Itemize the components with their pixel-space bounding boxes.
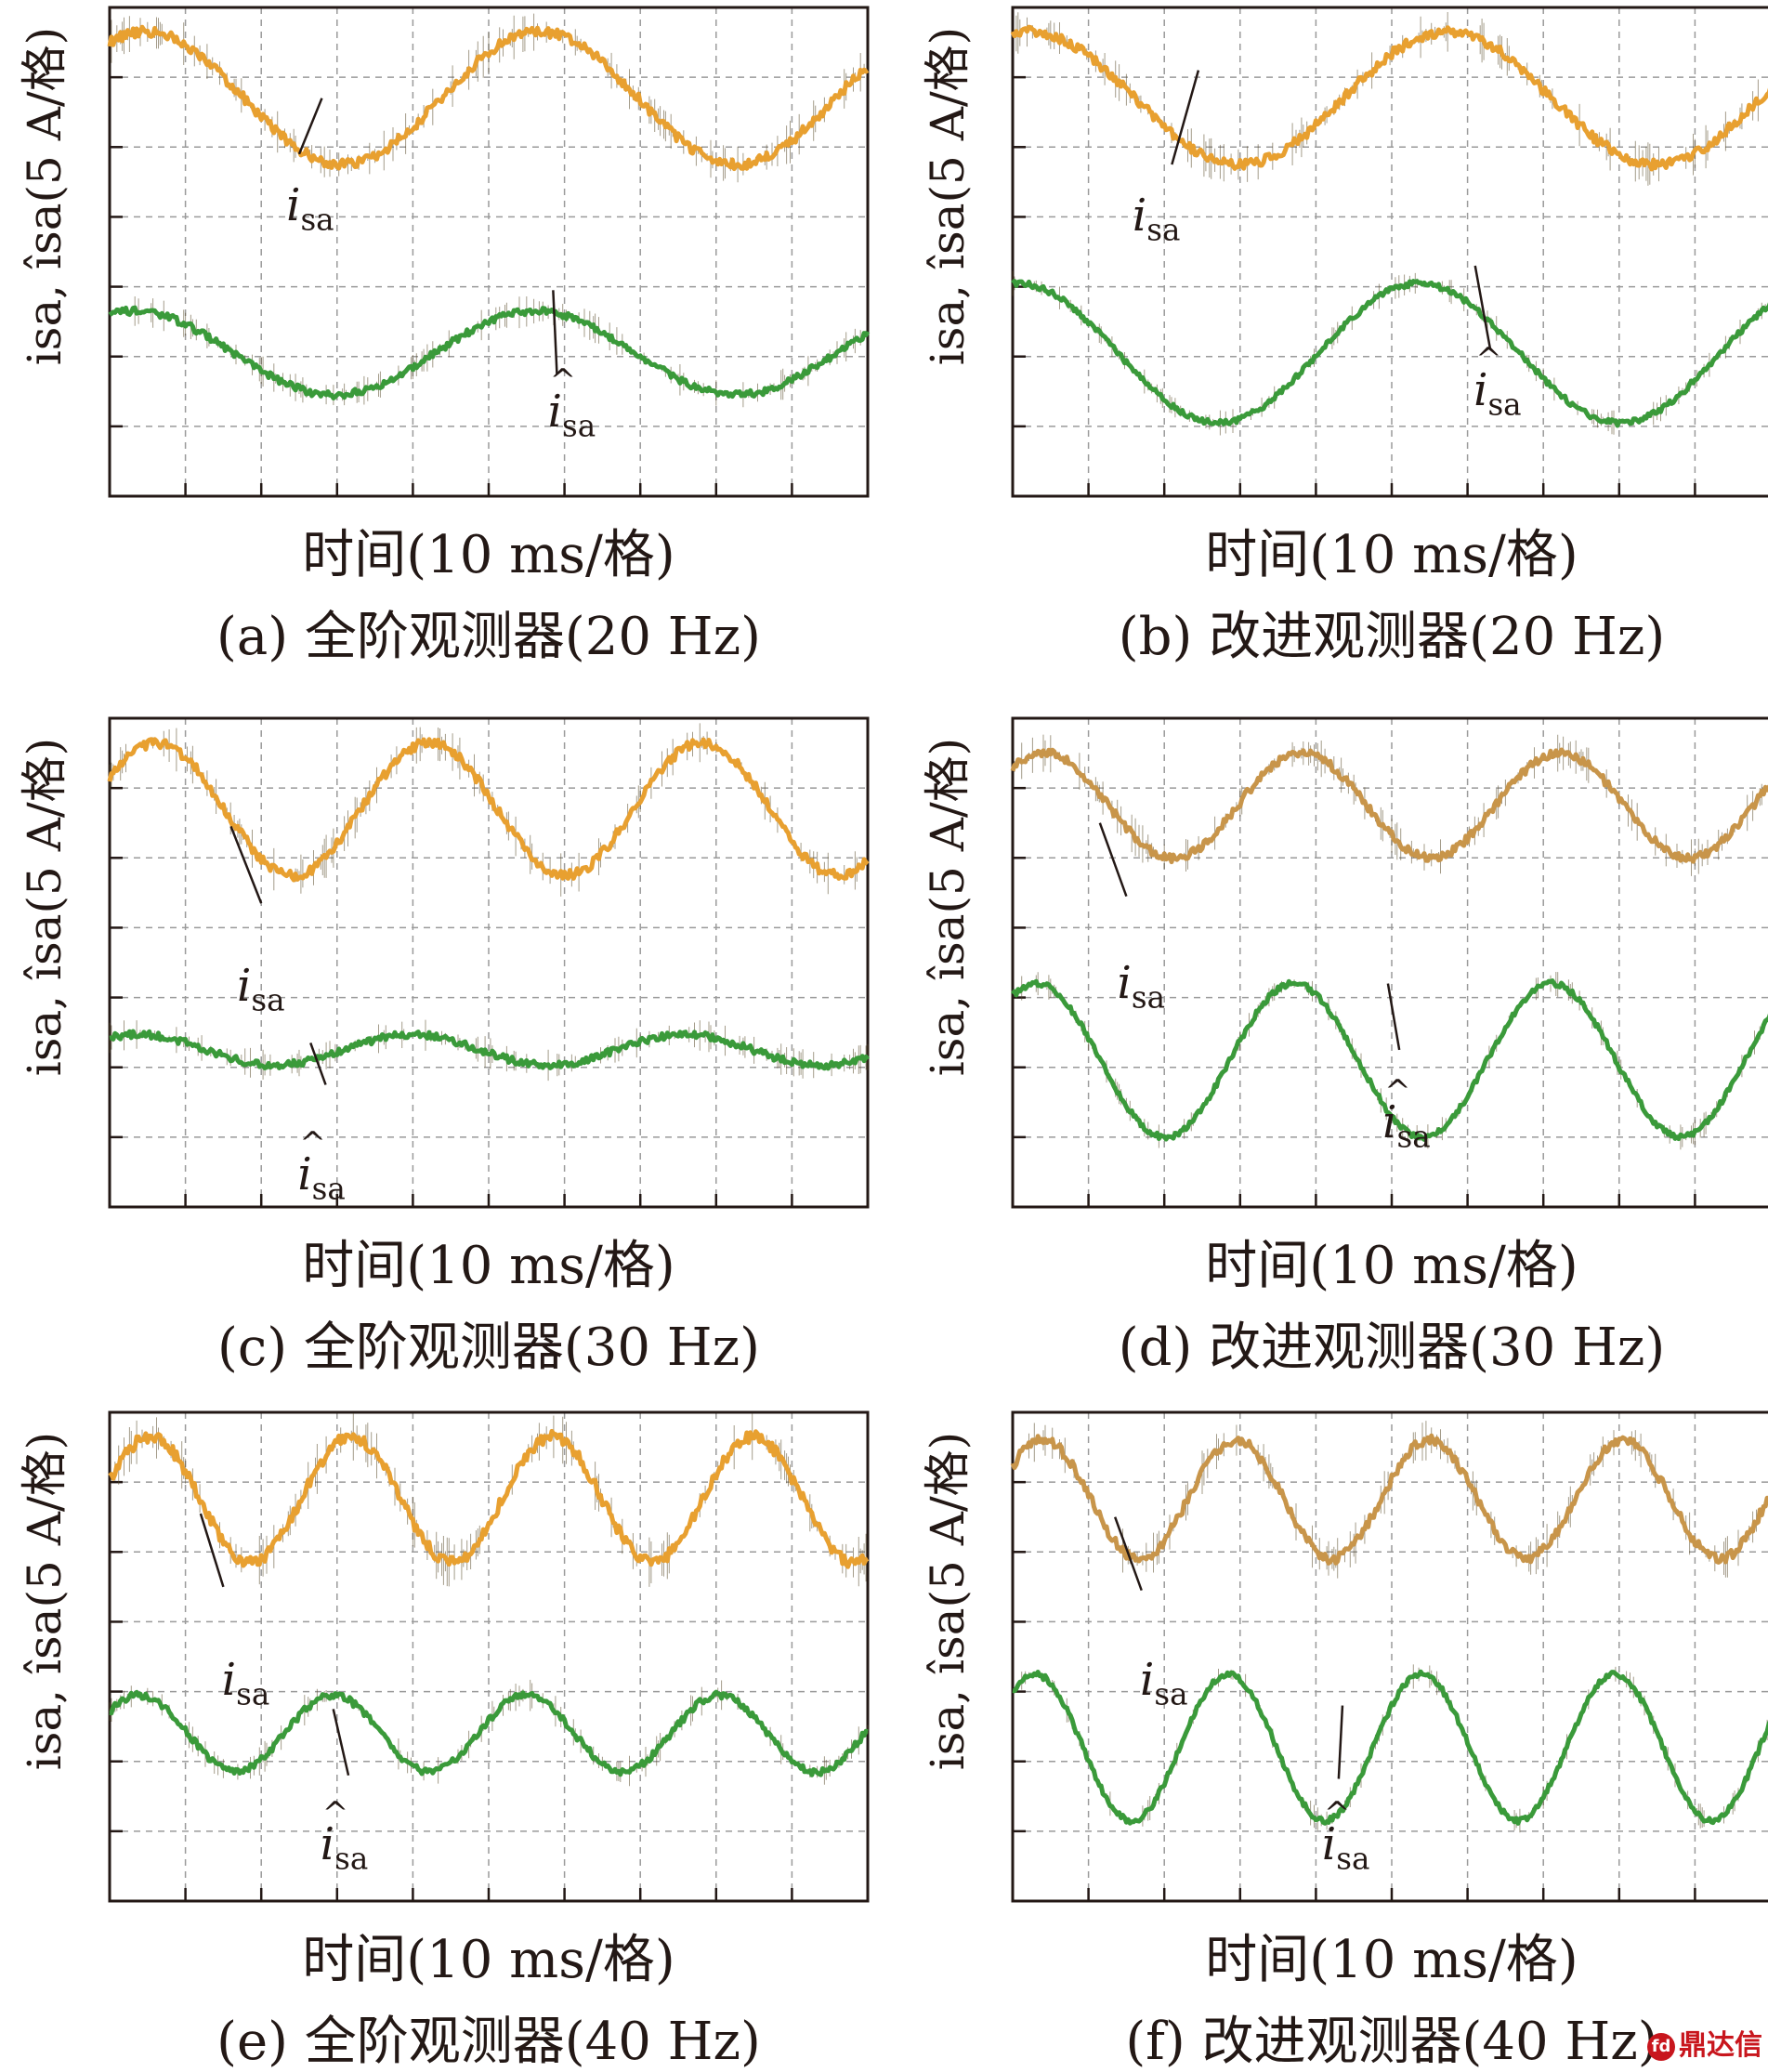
estimated-current-label: isa	[297, 1128, 346, 1207]
label-symbol: i	[548, 365, 577, 434]
label-symbol: i	[237, 960, 252, 1013]
series-1-line	[1011, 279, 1768, 428]
label-subscript: sa	[1487, 387, 1522, 423]
label-subscript: sa	[251, 982, 285, 1018]
panel-caption: (a) 全阶观测器(20 Hz)	[216, 607, 761, 667]
series-0-noise	[1014, 734, 1762, 876]
label-symbol: i	[1382, 1076, 1411, 1145]
series-1-line	[108, 305, 871, 400]
label-symbol: i	[321, 1798, 349, 1867]
label-subscript: sa	[300, 202, 334, 238]
panel-f-plot	[1010, 1410, 1768, 1903]
label-symbol: i	[1473, 344, 1502, 413]
measured-current-label: isa	[286, 183, 334, 235]
series-0-line	[1010, 1433, 1768, 1566]
label-pointer	[1171, 70, 1200, 165]
panel-caption: (f) 改进观测器(40 Hz)	[1125, 2012, 1658, 2072]
label-pointer	[552, 290, 558, 374]
label-subscript: sa	[1396, 1119, 1431, 1155]
label-pointer	[1113, 1516, 1143, 1592]
label-pointer	[309, 1042, 327, 1085]
x-axis-label: 时间(10 ms/格)	[1205, 1930, 1578, 1990]
y-axis-label: isa, îsa(5 A/格)	[921, 1431, 975, 1771]
panel-caption: (e) 全阶观测器(40 Hz)	[216, 2012, 761, 2072]
label-subscript: sa	[1154, 1676, 1188, 1712]
label-pointer	[332, 1709, 350, 1777]
label-subscript: sa	[236, 1676, 270, 1712]
series-0-line	[1010, 747, 1768, 865]
measured-current-label: isa	[1118, 961, 1166, 1013]
panel-caption: (d) 改进观测器(30 Hz)	[1118, 1318, 1666, 1378]
watermark: fd 鼎达信	[1647, 2022, 1762, 2063]
estimated-current-label: isa	[321, 1798, 369, 1877]
label-pointer	[1473, 265, 1492, 350]
series-0-noise	[1028, 1421, 1757, 1579]
series-0-line	[108, 1428, 870, 1569]
panel-a-plot	[107, 6, 871, 498]
label-pointer	[1386, 983, 1401, 1051]
plot-frame	[1011, 716, 1768, 1209]
label-symbol: i	[1117, 956, 1132, 1009]
series-0-line	[107, 24, 870, 172]
y-axis-label: isa, îsa(5 A/格)	[18, 737, 72, 1077]
series-1-line	[1012, 1669, 1768, 1826]
label-pointer	[199, 1513, 225, 1588]
x-axis-label: 时间(10 ms/格)	[1205, 525, 1578, 585]
label-symbol: i	[1140, 1654, 1155, 1707]
measured-current-label: isa	[1140, 1658, 1188, 1710]
label-symbol: i	[221, 1654, 237, 1707]
panel-caption: (b) 改进观测器(20 Hz)	[1118, 607, 1666, 667]
estimated-current-label: isa	[1322, 1798, 1370, 1877]
panel-d-plot	[1010, 716, 1768, 1209]
watermark-logo-icon: fd	[1647, 2032, 1675, 2061]
y-axis-label: isa, îsa(5 A/格)	[921, 26, 975, 366]
panel-e-plot	[108, 1410, 870, 1903]
x-axis-label: 时间(10 ms/格)	[302, 525, 675, 585]
plot-frame	[108, 6, 870, 498]
label-subscript: sa	[561, 408, 596, 444]
label-symbol: i	[1132, 190, 1147, 243]
label-subscript: sa	[1131, 979, 1166, 1016]
label-symbol: i	[1322, 1798, 1351, 1867]
series-1-line	[109, 1689, 869, 1777]
panel-c-plot	[107, 716, 871, 1209]
series-1-noise	[1021, 1664, 1768, 1833]
plot-frame	[108, 716, 870, 1209]
plot-frame	[1011, 6, 1768, 498]
label-pointer	[1337, 1705, 1344, 1779]
y-axis-label: isa, îsa(5 A/格)	[18, 1431, 72, 1771]
series-1-line	[109, 1029, 871, 1071]
x-axis-label: 时间(10 ms/格)	[302, 1930, 675, 1990]
watermark-text: 鼎达信	[1679, 2029, 1762, 2062]
series-0-noise	[111, 13, 865, 183]
series-0-line	[107, 737, 870, 883]
label-pointer	[297, 98, 323, 155]
label-subscript: sa	[1146, 212, 1181, 248]
plot-frame	[1011, 1410, 1768, 1903]
estimated-current-label: isa	[548, 365, 596, 444]
plot-frame	[108, 1410, 870, 1903]
label-subscript: sa	[334, 1841, 369, 1877]
x-axis-label: 时间(10 ms/格)	[302, 1236, 675, 1296]
panel-b-plot	[1010, 6, 1768, 498]
estimated-current-label: isa	[1473, 344, 1522, 423]
label-pointer	[229, 826, 263, 904]
x-axis-label: 时间(10 ms/格)	[1205, 1236, 1578, 1296]
label-subscript: sa	[311, 1171, 346, 1207]
measured-current-label: isa	[222, 1658, 270, 1710]
panel-caption: (c) 全阶观测器(30 Hz)	[217, 1318, 760, 1378]
measured-current-label: isa	[237, 964, 285, 1016]
y-axis-label: isa, îsa(5 A/格)	[921, 737, 975, 1077]
label-symbol: i	[297, 1128, 326, 1197]
label-symbol: i	[286, 179, 301, 232]
measured-current-label: isa	[1133, 193, 1181, 245]
estimated-current-label: isa	[1382, 1076, 1431, 1155]
label-pointer	[1098, 822, 1128, 898]
series-0-line	[1010, 24, 1768, 172]
y-axis-label: isa, îsa(5 A/格)	[18, 26, 72, 366]
label-subscript: sa	[1336, 1841, 1370, 1877]
